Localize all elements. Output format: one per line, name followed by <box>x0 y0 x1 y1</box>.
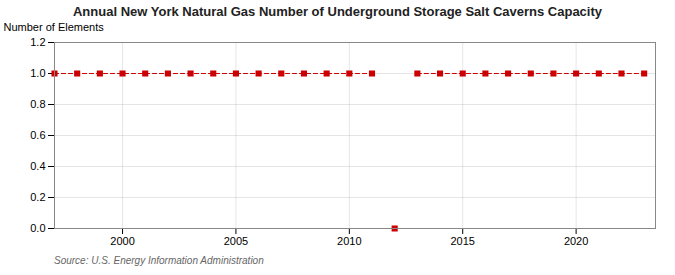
svg-text:1.0: 1.0 <box>30 67 45 79</box>
svg-text:0.0: 0.0 <box>30 222 45 234</box>
svg-text:0.4: 0.4 <box>30 160 45 172</box>
html-text:Annual New York Natural Gas Nu: Annual New York Natural Gas Number of Un… <box>73 4 602 19</box>
html-text:Source: U.S. Energy Informatio: Source: U.S. Energy Information Administ… <box>54 255 264 266</box>
svg-text:2005: 2005 <box>224 235 248 247</box>
svg-text:1.2: 1.2 <box>30 36 45 48</box>
svg-text:0.8: 0.8 <box>30 98 45 110</box>
svg-text:2000: 2000 <box>110 235 134 247</box>
svg-text:2010: 2010 <box>337 235 361 247</box>
svg-text:0.2: 0.2 <box>30 191 45 203</box>
svg-text:2020: 2020 <box>564 235 588 247</box>
svg-text:2015: 2015 <box>450 235 474 247</box>
svg-text:Number of Elements: Number of Elements <box>4 21 105 33</box>
svg-text:0.6: 0.6 <box>30 129 45 141</box>
